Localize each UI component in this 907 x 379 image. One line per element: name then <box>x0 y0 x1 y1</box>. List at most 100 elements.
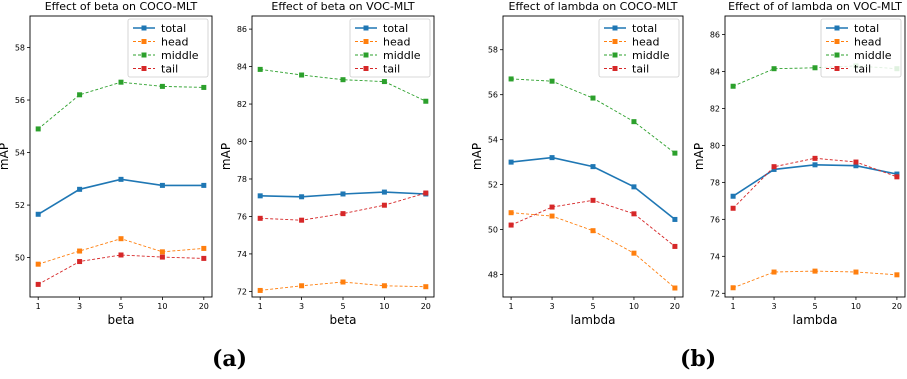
point-total <box>672 216 678 222</box>
point-total <box>340 191 346 197</box>
point-middle <box>771 66 777 72</box>
legend-marker-middle <box>363 52 369 58</box>
x-tick-label: 3 <box>550 302 555 311</box>
chart-4: Effect of of lambda on VOC-MLT 72 74 76 78 80… <box>692 0 906 327</box>
legend-marker-total <box>141 25 147 31</box>
y-tick-label: 82 <box>237 100 247 109</box>
legend-label-tail: tail <box>161 63 178 76</box>
x-tick-label: 3 <box>77 302 82 311</box>
point-tail <box>423 190 429 196</box>
x-tick-label: 10 <box>157 302 167 311</box>
y-axis-label: mAP <box>470 143 484 170</box>
legend-label-tail: tail <box>632 63 649 76</box>
point-head <box>381 283 387 289</box>
point-tail <box>631 211 637 217</box>
legend-marker-tail <box>612 66 618 71</box>
x-tick-label: 10 <box>379 302 389 311</box>
y-tick-label: 80 <box>237 138 247 147</box>
point-middle <box>549 78 555 84</box>
legend-box <box>349 18 431 78</box>
point-head <box>771 269 777 275</box>
x-tick-label: 5 <box>812 302 817 311</box>
y-axis-label: mAP <box>219 143 233 170</box>
y-tick-label: 52 <box>488 181 498 190</box>
legend-marker-middle <box>834 52 840 58</box>
x-tick-label: 20 <box>670 302 680 311</box>
point-total <box>257 193 263 199</box>
point-middle <box>508 76 514 82</box>
legend-box <box>820 18 902 78</box>
y-tick-label: 50 <box>488 226 498 235</box>
point-total <box>631 184 637 190</box>
chart-1: Effect of beta on COCO-MLT 50 52 54 56 58 1 3 5 1… <box>0 0 213 327</box>
point-tail <box>672 243 678 249</box>
point-total <box>159 182 165 188</box>
chart-2: Effect of beta on VOC-MLT 72 74 76 78 80 82 84 8… <box>219 0 435 327</box>
point-tail <box>257 215 263 221</box>
x-tick-label: 5 <box>340 302 345 311</box>
point-head <box>159 249 165 255</box>
point-tail <box>771 164 777 170</box>
legend-label-total: total <box>161 22 186 35</box>
legend-marker-tail <box>834 66 840 71</box>
legend-label-total: total <box>854 22 879 35</box>
legend-label-middle: middle <box>854 49 892 62</box>
point-middle <box>672 150 678 156</box>
legend-marker-total <box>363 25 369 31</box>
chart-title: Effect of lambda on COCO-MLT <box>509 0 678 13</box>
legend-marker-head <box>141 39 147 44</box>
legend-label-middle: middle <box>383 49 421 62</box>
y-tick-label: 80 <box>710 141 720 150</box>
legend-label-total: total <box>383 22 408 35</box>
point-middle <box>159 83 165 89</box>
point-middle <box>35 126 41 132</box>
point-tail <box>853 159 859 165</box>
y-tick-label: 84 <box>710 67 720 76</box>
y-tick-label: 58 <box>15 44 25 53</box>
point-head <box>812 268 818 274</box>
y-tick-label: 50 <box>15 254 25 263</box>
point-total <box>549 155 555 161</box>
point-tail <box>812 155 818 161</box>
point-head <box>340 279 346 285</box>
point-middle <box>299 72 305 78</box>
y-tick-label: 76 <box>237 212 247 221</box>
legend-label-tail: tail <box>383 63 400 76</box>
panel-label-b: (b) <box>680 346 717 372</box>
y-tick-label: 58 <box>488 46 498 55</box>
chart-title: Effect of of lambda on VOC-MLT <box>728 0 902 13</box>
legend-box <box>598 18 680 78</box>
point-middle <box>381 79 387 85</box>
point-total <box>299 194 305 200</box>
point-tail <box>35 281 41 287</box>
y-tick-label: 86 <box>237 25 247 34</box>
y-tick-label: 78 <box>710 178 720 187</box>
y-axis-label: mAP <box>692 143 706 170</box>
x-tick-label: 1 <box>731 302 736 311</box>
x-tick-label: 3 <box>772 302 777 311</box>
point-head <box>853 269 859 275</box>
x-tick-label: 1 <box>36 302 41 311</box>
x-tick-label: 10 <box>629 302 639 311</box>
point-head <box>257 287 263 293</box>
point-total <box>894 171 900 177</box>
point-middle <box>590 95 596 101</box>
y-tick-label: 56 <box>488 91 498 100</box>
point-tail <box>77 259 83 265</box>
point-total <box>201 182 207 188</box>
point-head <box>549 213 555 219</box>
point-total <box>771 166 777 172</box>
y-tick-label: 72 <box>237 287 247 296</box>
legend-box <box>127 18 209 78</box>
point-total <box>590 164 596 170</box>
panel-label-a: (a) <box>212 346 248 372</box>
point-head <box>672 285 678 291</box>
x-tick-label: 3 <box>299 302 304 311</box>
y-tick-label: 86 <box>710 30 720 39</box>
y-tick-label: 54 <box>488 136 498 145</box>
x-tick-label: 5 <box>118 302 123 311</box>
point-tail <box>590 197 596 203</box>
